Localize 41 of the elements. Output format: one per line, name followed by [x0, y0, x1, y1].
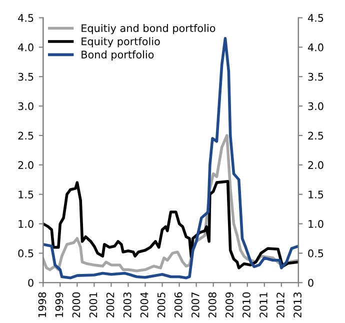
- x-tick-label: 2000: [72, 292, 80, 318]
- x-tick-label: 2003: [123, 292, 132, 318]
- y-tick-label: 4.0: [18, 43, 34, 52]
- line-series: [43, 36, 298, 280]
- y2-tick-label: 1.0: [308, 220, 324, 228]
- y2-tick-label: 3.5: [308, 72, 324, 81]
- y2-tick-label: 0: [308, 278, 314, 287]
- x-tick-label: 2005: [157, 292, 166, 318]
- legend-label: Bond portfolio: [82, 50, 154, 61]
- y2-tick-label: 2.5: [308, 132, 324, 140]
- x-tick-label: 2002: [106, 292, 114, 318]
- x-tick-label: 2012: [276, 292, 284, 318]
- y-tick-label: 0.5: [18, 249, 34, 258]
- y2-tick-label: 4.5: [308, 14, 324, 22]
- x-tick-label: 2010: [242, 292, 250, 318]
- x-tick-label: 2008: [208, 292, 216, 318]
- y2-tick-label: 2.0: [308, 161, 324, 170]
- x-tick-label: 2011: [260, 292, 268, 318]
- legend-label: Equity portfolio: [82, 37, 160, 48]
- x-tick-label: 2001: [89, 292, 98, 318]
- x-tick-label: 2007: [191, 292, 200, 318]
- x-tick-label: 2006: [174, 292, 182, 318]
- x-tick-label: 2009: [225, 292, 234, 318]
- y-tick-label: 2.0: [18, 161, 34, 170]
- x-tick-label: 1998: [38, 292, 46, 318]
- y-tick-label: 0: [28, 278, 34, 287]
- legend-label: Equitiy and bond portfolio: [82, 24, 216, 34]
- x-tick-label: 1999: [55, 292, 64, 318]
- line-series: [43, 180, 298, 270]
- y2-tick-label: 1.5: [308, 190, 324, 198]
- y2-tick-label: 0.5: [308, 249, 324, 258]
- y-tick-label: 1.0: [18, 220, 34, 228]
- y-tick-label: 1.5: [18, 190, 34, 198]
- y2-tick-label: 4.0: [308, 43, 324, 52]
- x-tick-label: 2013: [294, 292, 302, 318]
- x-tick-label: 2004: [140, 292, 148, 318]
- y2-tick-label: 3.0: [308, 102, 324, 110]
- y-tick-label: 4.5: [18, 14, 34, 22]
- y-tick-label: 3.0: [18, 102, 34, 110]
- y-tick-label: 2.5: [18, 132, 34, 140]
- y-tick-label: 3.5: [18, 72, 34, 81]
